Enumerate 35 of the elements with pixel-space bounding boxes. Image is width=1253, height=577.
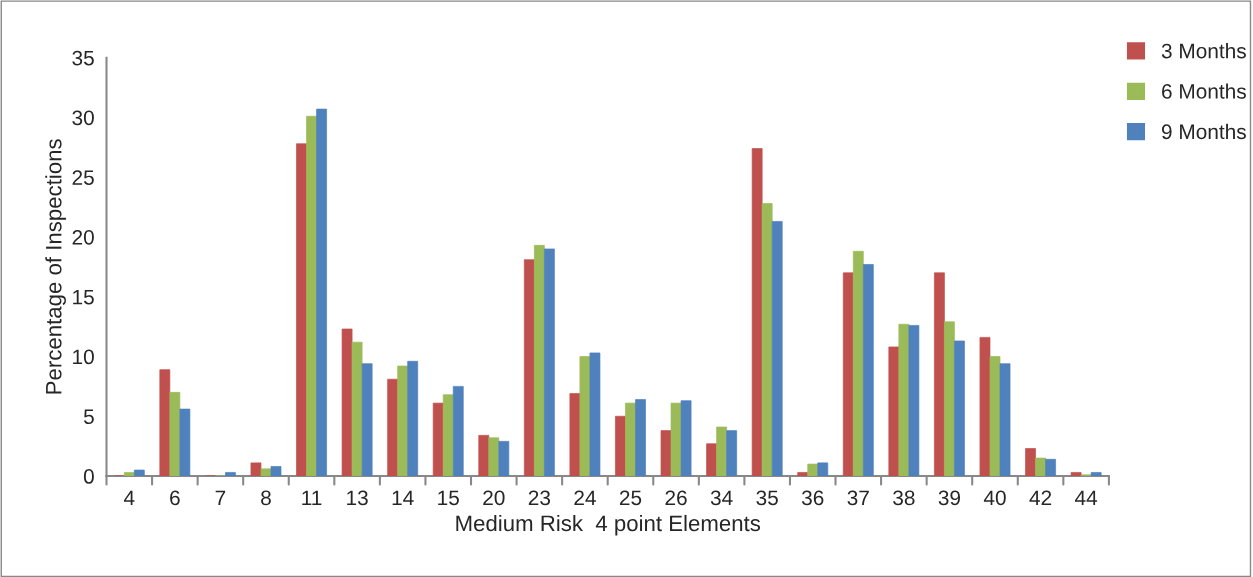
x-tick-label: 40 [983, 490, 1006, 506]
x-tick-label: 42 [1029, 490, 1052, 506]
y-tick-label: 15 [73, 289, 94, 305]
x-tick-label: 38 [893, 490, 915, 506]
x-tick-label: 44 [1075, 490, 1098, 506]
x-tick-label: 13 [347, 490, 368, 506]
x-tick-label: 25 [619, 490, 642, 506]
x-tick-label: 15 [438, 490, 459, 506]
x-tick-label: 20 [483, 490, 505, 506]
y-tick-label: 35 [72, 50, 94, 66]
x-tick-label: 6 [170, 490, 180, 506]
x-tick-label: 8 [261, 490, 271, 506]
legend-label: 3 Months [1161, 43, 1246, 59]
x-tick-label: 11 [302, 490, 322, 506]
x-tick-label: 35 [756, 490, 778, 506]
legend-label: 9 Months [1161, 123, 1246, 140]
y-axis-title: Percentage of Inspections [45, 139, 66, 394]
x-tick-label: 34 [710, 490, 733, 506]
y-tick-label: 10 [73, 349, 94, 365]
x-tick-label: 14 [392, 490, 414, 506]
y-tick-label: 0 [83, 469, 94, 484]
x-tick-label: 26 [665, 490, 687, 506]
x-tick-label: 24 [574, 490, 596, 506]
y-tick-label: 20 [72, 229, 94, 245]
legend-label: 6 Months [1162, 83, 1246, 99]
x-axis-title: Medium Risk 4 point Elements [456, 514, 761, 536]
x-tick-label: 39 [938, 490, 961, 506]
x-tick-label: 7 [215, 490, 226, 506]
x-tick-label: 23 [528, 490, 551, 506]
y-tick-label: 30 [72, 110, 94, 126]
x-tick-label: 4 [123, 490, 135, 506]
x-tick-label: 37 [847, 490, 869, 506]
y-tick-label: 25 [72, 170, 94, 185]
x-tick-label: 36 [801, 490, 824, 506]
y-tick-label: 5 [83, 409, 94, 425]
